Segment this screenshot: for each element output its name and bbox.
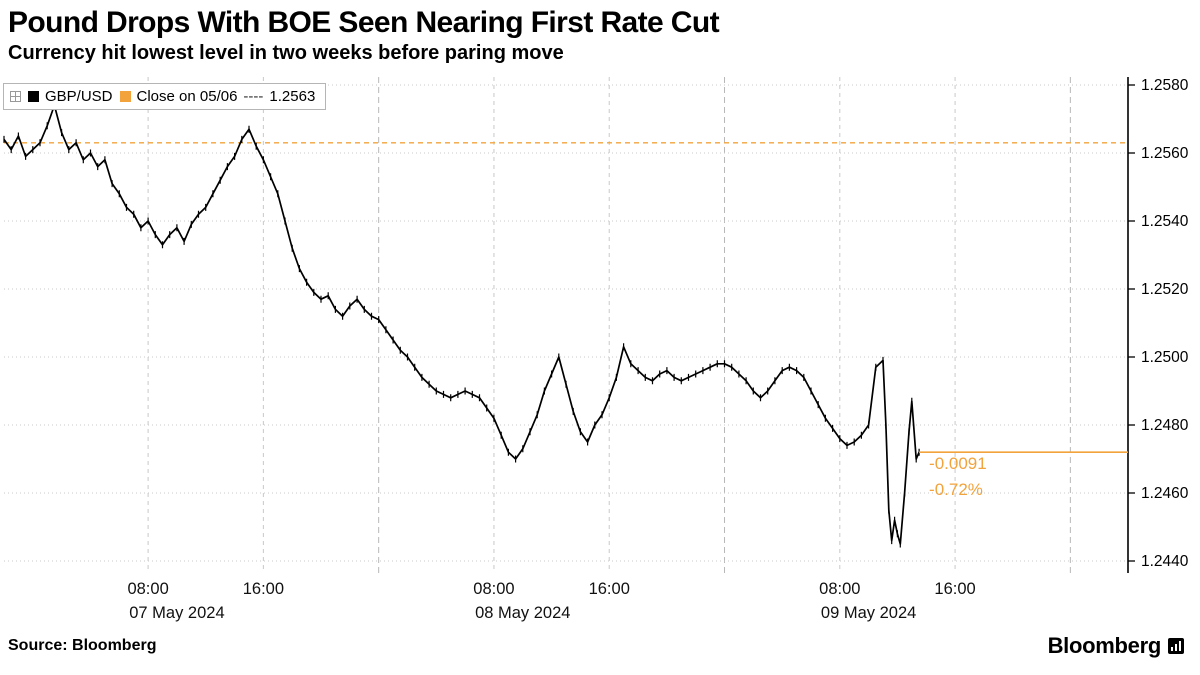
series-swatch — [28, 91, 39, 102]
change-annotation: -0.0091 — [929, 454, 987, 473]
y-tick-label: 1.2440 — [1141, 553, 1189, 570]
y-tick-label: 1.2580 — [1141, 77, 1189, 94]
x-time-label: 16:00 — [243, 580, 284, 598]
y-tick-label: 1.2540 — [1141, 213, 1189, 230]
y-tick-label: 1.2460 — [1141, 485, 1189, 502]
page-subtitle: Currency hit lowest level in two weeks b… — [8, 42, 564, 64]
legend-series: GBP/USD — [28, 88, 113, 105]
price-series-bars — [3, 101, 920, 548]
price-series-line — [3, 104, 920, 545]
bloomberg-logo: Bloomberg — [1048, 633, 1184, 659]
x-time-label: 08:00 — [473, 580, 514, 598]
close-label: Close on 05/06 — [136, 88, 238, 105]
chart-header: Pound Drops With BOE Seen Nearing First … — [0, 0, 1200, 65]
close-swatch — [119, 91, 131, 102]
chart-legend: GBP/USD Close on 05/06 ---- 1.2563 — [3, 83, 327, 110]
close-value: 1.2563 — [269, 88, 316, 105]
y-tick-label: 1.2560 — [1141, 145, 1189, 162]
change-annotation: -0.72% — [929, 480, 983, 499]
y-tick-label: 1.2520 — [1141, 281, 1189, 298]
bloomberg-terminal-icon — [1168, 638, 1184, 654]
x-time-label: 16:00 — [934, 580, 975, 598]
legend-close: Close on 05/06 ---- 1.2563 — [119, 88, 316, 105]
y-tick-label: 1.2500 — [1141, 349, 1189, 366]
series-label: GBP/USD — [45, 88, 113, 105]
price-chart: GBP/USD Close on 05/06 ---- 1.2563 1.258… — [0, 73, 1200, 625]
legend-grid-icon — [10, 91, 21, 102]
x-date-label: 08 May 2024 — [475, 604, 570, 622]
x-date-label: 09 May 2024 — [821, 604, 916, 622]
source-note: Source: Bloomberg — [8, 637, 157, 654]
y-tick-label: 1.2480 — [1141, 417, 1189, 434]
x-date-label: 07 May 2024 — [129, 604, 224, 622]
x-time-label: 16:00 — [589, 580, 630, 598]
page-title: Pound Drops With BOE Seen Nearing First … — [8, 6, 720, 39]
chart-canvas: 1.2580 1.2560 1.2540 1.2520 1.2500 1.2480 1.24… — [3, 77, 1189, 622]
chart-footer: Source: Bloomberg Bloomberg — [0, 625, 1200, 659]
x-time-label: 08:00 — [127, 580, 168, 598]
x-time-label: 08:00 — [819, 580, 860, 598]
bloomberg-wordmark: Bloomberg — [1047, 633, 1162, 658]
close-dash: ---- — [243, 88, 264, 105]
